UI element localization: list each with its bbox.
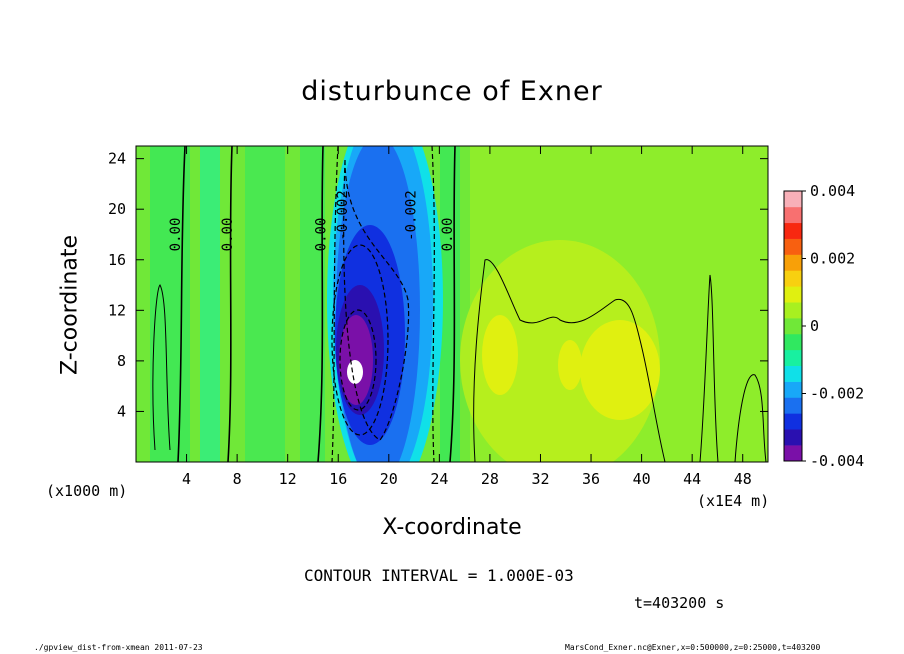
x-tick-label: 4 [182, 470, 191, 488]
time-label: t=403200 s [634, 594, 725, 612]
x-tick-label: 48 [734, 470, 752, 488]
colorbar-swatch [784, 206, 802, 224]
x-tick-label: 16 [329, 470, 347, 488]
colorbar-label: 0 [810, 317, 819, 335]
x-axis-ticks: 4 8 12 16 20 24 28 32 36 40 44 48 [182, 146, 752, 488]
contour-label: 0.00 [314, 218, 330, 252]
contour-dashed-4 [331, 244, 389, 436]
x-tick-label: 36 [582, 470, 600, 488]
field-column-2 [200, 146, 220, 462]
colorbar-swatch [784, 238, 802, 255]
y-tick-label: 8 [117, 352, 126, 370]
contour-zero-3 [317, 146, 324, 462]
colorbar-swatch [784, 365, 802, 382]
field-positive-core-2 [482, 315, 518, 395]
colorbar: 0.004 0.002 0 -0.002 -0.004 [783, 182, 864, 470]
footer-right: MarsCond_Exner.nc@Exner,x=0:500000,z=0:2… [565, 643, 821, 652]
x-tick-label: 20 [380, 470, 398, 488]
y-tick-label: 12 [108, 301, 126, 319]
contour-small-1 [152, 284, 171, 451]
contour-small-2 [699, 274, 719, 462]
contour-label-layer: 0.00 0.00 0.00 -0.002 -0.002 0.00 [168, 190, 456, 251]
x-tick-label: 40 [633, 470, 651, 488]
colorbar-swatch [784, 318, 802, 335]
contour-zero-2 [227, 146, 233, 462]
y-tick-label: 4 [117, 402, 126, 420]
colorbar-swatch [784, 381, 802, 398]
colorbar-swatch [784, 191, 802, 208]
x-tick-label: 44 [683, 470, 701, 488]
colorbar-swatch [784, 302, 802, 319]
x-scale-label: (x1E4 m) [697, 492, 770, 510]
field-positive-core-1 [580, 320, 660, 420]
contour-label: 0.00 [440, 218, 456, 252]
heatmap-field [136, 146, 768, 462]
contour-positive-region [473, 259, 666, 462]
colorbar-label: 0.002 [810, 250, 855, 268]
colorbar-swatch [784, 349, 802, 367]
contour-dashed-1 [331, 146, 339, 462]
colorbar-swatch [784, 254, 802, 271]
x-axis-label: X-coordinate [382, 515, 522, 540]
colorbar-swatch [784, 413, 802, 430]
colorbar-swatch [784, 445, 802, 462]
y-tick-label: 24 [108, 150, 126, 168]
contour-label: 0.00 [168, 218, 184, 252]
colorbar-swatch [784, 270, 802, 287]
colorbar-swatch [784, 397, 802, 414]
footer-left: ./gpview_dist-from-xmean 2011-07-23 [34, 643, 203, 652]
contour-small-3 [734, 374, 767, 462]
x-tick-label: 12 [279, 470, 297, 488]
y-tick-label: 16 [108, 251, 126, 269]
contour-interval-label: CONTOUR INTERVAL = 1.000E-03 [304, 566, 574, 585]
y-axis-label: Z-coordinate [57, 235, 83, 375]
contour-dashed-5 [339, 309, 377, 411]
colorbar-swatch [784, 333, 802, 351]
colorbar-label: -0.002 [810, 385, 864, 403]
plot-frame [135, 145, 769, 463]
contour-dashed-3 [343, 159, 410, 441]
colorbar-swatch [784, 222, 802, 239]
x-tick-label: 32 [531, 470, 549, 488]
x-tick-label: 28 [481, 470, 499, 488]
contour-zero-4 [449, 146, 456, 462]
chart-title: disturbunce of Exner [301, 76, 603, 107]
contour-dashed-2 [431, 146, 435, 462]
contour-label: -0.002 [403, 190, 419, 241]
contour-zero-1 [177, 146, 186, 462]
x-unit-label: (x1000 m) [46, 482, 128, 500]
field-column-3 [245, 146, 285, 462]
colorbar-swatch [784, 286, 802, 303]
contour-lines [152, 146, 767, 462]
contour-label: -0.002 [335, 190, 351, 241]
x-tick-label: 24 [430, 470, 448, 488]
field-positive-core-3 [558, 340, 582, 390]
field-column-5 [440, 146, 460, 462]
x-tick-label: 8 [233, 470, 242, 488]
colorbar-label: -0.004 [810, 452, 864, 470]
colorbar-label: 0.004 [810, 182, 855, 200]
colorbar-swatch [784, 429, 802, 446]
y-axis-ticks: 4 8 12 16 20 24 [108, 150, 768, 420]
trough-min-core [347, 360, 363, 384]
y-tick-label: 20 [108, 200, 126, 218]
contour-label: 0.00 [220, 218, 236, 252]
